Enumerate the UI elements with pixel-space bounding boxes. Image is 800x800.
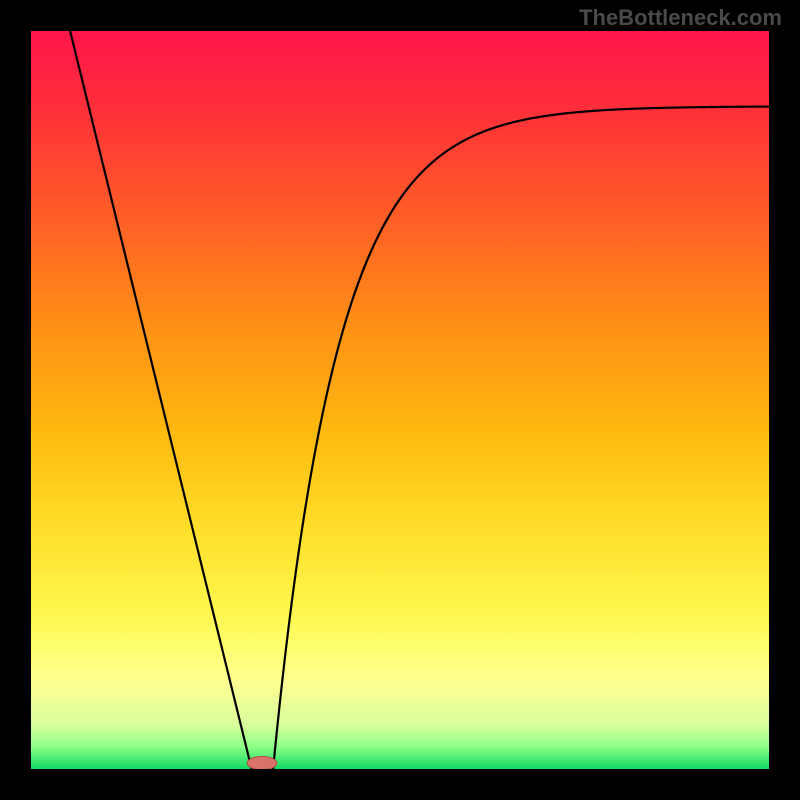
chart-svg bbox=[31, 31, 769, 769]
valley-marker bbox=[247, 756, 277, 769]
gradient-background bbox=[31, 31, 769, 769]
watermark-text: TheBottleneck.com bbox=[579, 5, 782, 31]
chart-plot-area bbox=[31, 31, 769, 769]
